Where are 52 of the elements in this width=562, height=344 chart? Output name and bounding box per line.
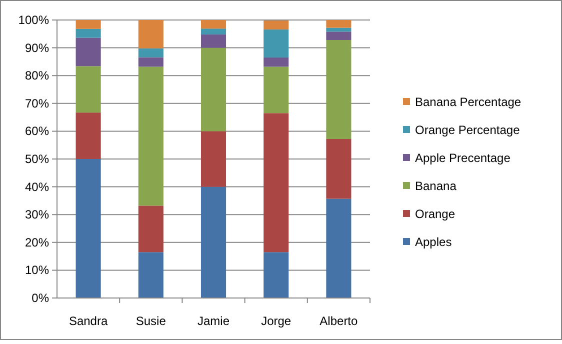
bar — [264, 252, 289, 298]
y-tick-label: 70% — [24, 96, 50, 110]
bar — [76, 28, 101, 38]
legend-label: Apple Precentage — [415, 151, 511, 165]
bar — [326, 138, 352, 199]
y-tick-label: 50% — [24, 152, 50, 166]
bar — [138, 66, 164, 206]
x-tick-label: Sandra — [68, 314, 108, 328]
bar — [138, 206, 164, 252]
y-tick-label: 60% — [24, 124, 50, 138]
bar — [138, 48, 164, 58]
legend-label: Apples — [415, 235, 452, 249]
bar — [200, 186, 226, 298]
bar — [200, 20, 226, 29]
bar — [326, 28, 352, 32]
bar — [200, 28, 226, 34]
y-tick-label: 90% — [24, 40, 50, 55]
y-tick-label: 10% — [24, 263, 50, 278]
bar — [138, 57, 164, 67]
bar — [326, 32, 352, 40]
x-tick-label: Alberto — [320, 314, 358, 328]
bar — [200, 34, 226, 48]
bar — [76, 66, 101, 113]
y-tick-label: 20% — [24, 235, 50, 250]
bar — [326, 198, 352, 298]
bar — [76, 112, 101, 159]
bar — [138, 20, 164, 48]
legend-label: Banana Percentage — [415, 95, 522, 109]
bar — [264, 58, 289, 67]
bar — [200, 131, 226, 187]
bar — [264, 20, 289, 30]
bar — [326, 40, 352, 139]
bar — [326, 20, 352, 28]
bar — [264, 66, 289, 114]
bar — [200, 48, 226, 132]
y-tick-label: 100% — [18, 13, 50, 27]
legend-label: Orange — [415, 207, 456, 221]
legend-label: Banana — [415, 179, 457, 193]
y-tick-label: 40% — [24, 180, 50, 194]
bar — [76, 20, 101, 29]
x-tick-label: Jorge — [261, 314, 292, 328]
x-tick-label: Susie — [136, 314, 166, 328]
y-tick-label: 30% — [24, 208, 50, 222]
legend-label: Orange Percentage — [415, 123, 520, 137]
y-tick-label: 80% — [24, 68, 50, 83]
bar — [264, 29, 289, 58]
y-tick-label: 0% — [32, 291, 50, 305]
bar — [76, 159, 101, 298]
bar — [138, 252, 164, 298]
bar — [264, 113, 289, 252]
x-tick-label: Jamie — [197, 314, 230, 328]
bar — [76, 38, 101, 66]
